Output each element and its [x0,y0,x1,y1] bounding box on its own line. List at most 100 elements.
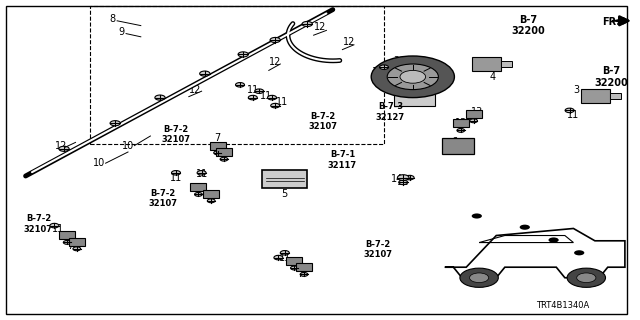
Text: 11: 11 [278,252,291,263]
Circle shape [73,247,81,251]
Text: B-7-2
32107: B-7-2 32107 [148,189,178,208]
Circle shape [397,175,409,180]
Bar [394,91,435,106]
Circle shape [172,171,180,175]
Text: FR.: FR. [602,17,620,28]
Circle shape [300,273,308,276]
Text: B-7
32200: B-7 32200 [595,66,628,88]
Circle shape [548,237,559,243]
Bar [191,183,206,191]
Text: 12: 12 [189,84,202,95]
Circle shape [291,266,298,270]
Circle shape [460,268,499,287]
Text: B-7-3
32127: B-7-3 32127 [376,102,405,122]
Circle shape [155,95,165,100]
Text: 11: 11 [371,67,384,77]
Text: 10: 10 [93,158,106,168]
Text: 2: 2 [394,56,400,66]
Circle shape [387,64,438,90]
Circle shape [220,157,228,161]
Text: 11: 11 [51,224,64,234]
Circle shape [236,83,244,87]
Circle shape [470,119,477,123]
Text: 5: 5 [282,188,288,199]
Text: 11: 11 [259,91,272,101]
Bar [500,61,512,67]
Bar [216,148,232,156]
Circle shape [577,273,596,283]
Bar [262,171,307,188]
Circle shape [59,146,69,151]
Circle shape [255,89,264,93]
Circle shape [520,225,530,230]
Text: 11: 11 [275,97,288,108]
Circle shape [302,21,312,27]
Circle shape [470,273,489,283]
Text: 10: 10 [122,140,134,151]
Circle shape [195,193,202,196]
Text: 6: 6 [451,137,458,148]
Circle shape [567,268,605,287]
Text: 13: 13 [470,107,483,117]
Text: 11: 11 [195,169,208,180]
Circle shape [371,56,454,98]
Text: 11: 11 [170,172,182,183]
Text: 7: 7 [202,190,208,200]
Text: 11: 11 [566,110,579,120]
Text: TRT4B1340A: TRT4B1340A [536,301,589,310]
Circle shape [280,251,289,255]
Text: 11: 11 [246,84,259,95]
Text: 7: 7 [67,241,74,252]
Circle shape [457,129,465,132]
Bar [610,93,621,99]
Text: 12: 12 [314,22,326,32]
Circle shape [214,151,221,155]
Circle shape [248,95,257,100]
Circle shape [200,71,210,76]
Circle shape [63,241,71,244]
Bar [442,138,474,154]
Text: B-7-2
32107: B-7-2 32107 [308,112,338,131]
Text: 3: 3 [573,84,579,95]
Text: 12: 12 [54,140,67,151]
Circle shape [405,175,414,180]
Bar [204,189,219,198]
Text: B-7-1
32117: B-7-1 32117 [328,150,357,170]
Text: 7: 7 [298,268,304,279]
Text: 9: 9 [118,27,125,37]
Circle shape [400,70,426,83]
Text: 12: 12 [269,57,282,68]
Bar [581,89,610,103]
Circle shape [207,199,215,203]
Circle shape [270,37,280,43]
Circle shape [274,255,283,260]
Bar [210,141,226,149]
Circle shape [197,171,206,175]
Text: 14: 14 [390,174,403,184]
Text: 11: 11 [397,177,410,188]
Bar [466,109,482,118]
Bar [296,263,312,271]
Circle shape [472,213,482,219]
Text: B-7-2
32107: B-7-2 32107 [24,214,53,234]
Circle shape [268,95,276,100]
Circle shape [110,121,120,126]
Bar [69,237,85,246]
Text: 8: 8 [109,14,115,24]
Circle shape [238,52,248,57]
Text: 7: 7 [214,132,221,143]
Text: 13: 13 [454,118,467,128]
Bar [90,6,384,144]
Text: 12: 12 [342,36,355,47]
Circle shape [50,223,59,228]
Bar [287,257,302,265]
Text: B-7-2
32107: B-7-2 32107 [161,125,191,144]
Text: B-7
32200: B-7 32200 [511,15,545,36]
Text: 4: 4 [490,72,496,82]
Text: 1: 1 [426,88,432,98]
Bar [472,57,501,71]
Text: B-7-2
32107: B-7-2 32107 [363,240,392,259]
Circle shape [399,180,408,185]
Circle shape [574,250,584,255]
Circle shape [380,65,388,69]
